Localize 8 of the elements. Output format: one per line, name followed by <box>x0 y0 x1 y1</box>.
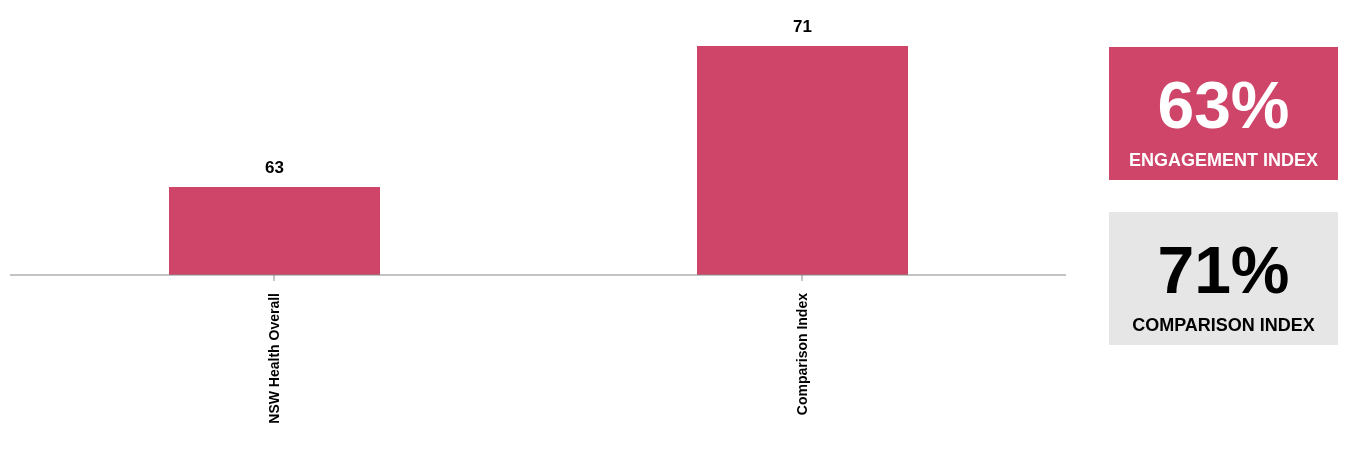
x-tick-label: Comparison Index <box>794 292 810 416</box>
data-label: 71 <box>793 17 812 36</box>
text: ENGAGEMENT INDEX <box>1128 149 1319 171</box>
text: COMPARISON INDEX <box>1131 314 1316 336</box>
x-tick-label: NSW Health Overall <box>266 293 282 424</box>
text: 63% <box>1156 67 1291 144</box>
data-label: 63 <box>265 157 284 177</box>
text: 71% <box>1156 232 1291 309</box>
